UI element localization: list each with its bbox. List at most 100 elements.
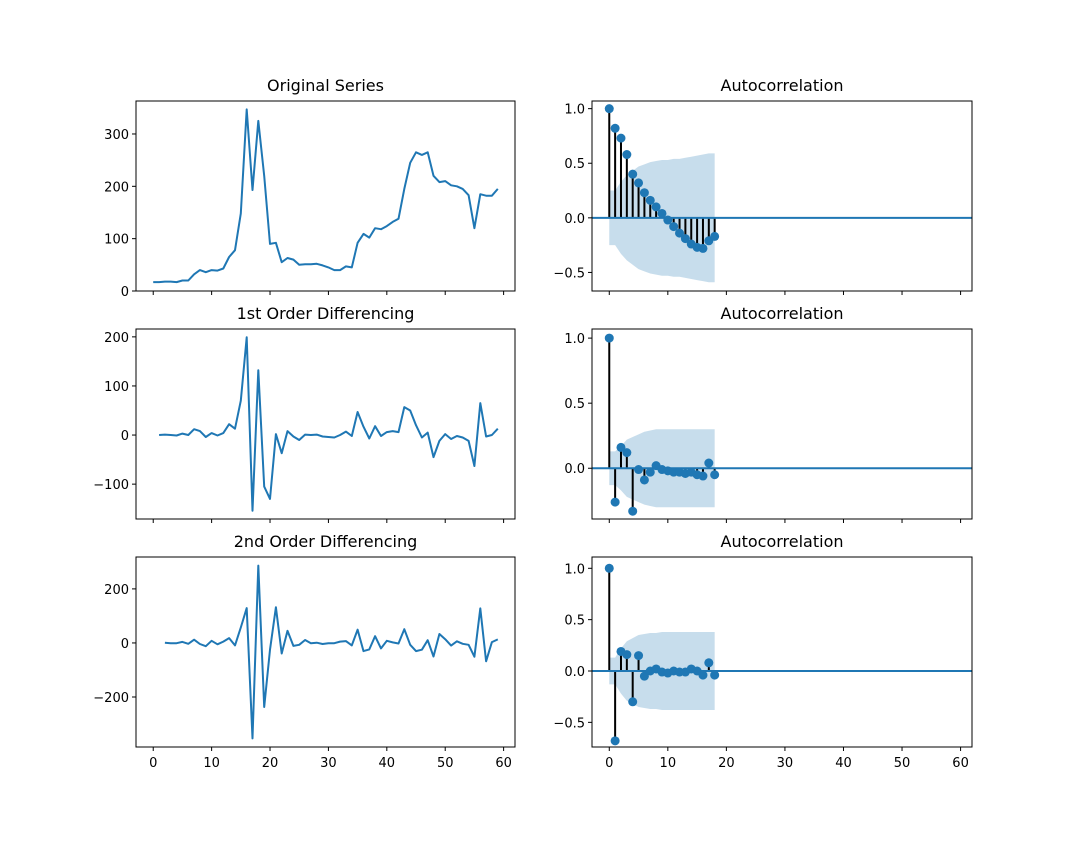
y-tick-label: −100: [93, 478, 129, 493]
axes-frame: [135, 556, 516, 748]
plot-area: [164, 564, 499, 740]
series-line: [164, 564, 499, 740]
plot-area: [592, 333, 972, 516]
acf-point: [634, 178, 644, 188]
acf-point: [622, 650, 632, 660]
x-tick-label: 40: [379, 756, 396, 771]
acf-point: [645, 195, 655, 205]
subplot: Autocorrelation 0.0 0.5 1.0: [564, 304, 973, 523]
acf-point: [639, 671, 649, 681]
acf-point: [680, 234, 690, 244]
acf-point: [616, 442, 626, 452]
subplot: 2nd Order Differencing 0 10 20 30 40 50 60 −200 0…: [93, 532, 516, 771]
subplot-title: Original Series: [267, 76, 384, 95]
acf-point: [622, 150, 632, 160]
y-tick-label: 200: [104, 180, 129, 195]
acf-point: [710, 670, 720, 680]
acf-point: [704, 458, 714, 468]
acf-point: [628, 506, 638, 516]
y-tick-label: 0: [121, 429, 129, 444]
y-tick-label: 1.0: [564, 562, 585, 577]
y-tick-label: 0: [121, 637, 129, 652]
acf-point: [639, 475, 649, 485]
acf-point: [628, 169, 638, 179]
subplot-title: Autocorrelation: [721, 76, 844, 95]
acf-point: [639, 188, 649, 198]
acf-point: [604, 563, 614, 573]
plot-area: [592, 563, 972, 746]
y-tick-label: 0.5: [564, 614, 585, 629]
y-tick-label: −0.5: [553, 266, 585, 281]
x-tick-label: 0: [149, 756, 157, 771]
acf-point: [698, 670, 708, 680]
x-tick-label: 0: [605, 756, 613, 771]
x-tick-label: 20: [262, 756, 279, 771]
acf-point: [698, 243, 708, 253]
acf-point: [610, 736, 620, 746]
axes-frame: [591, 100, 973, 292]
x-tick-label: 50: [437, 756, 454, 771]
acf-point: [634, 651, 644, 661]
axes-frame: [135, 328, 516, 520]
y-tick-label: 200: [104, 583, 129, 598]
y-tick-label: 1.0: [564, 332, 585, 347]
y-tick-label: 0.0: [564, 665, 585, 680]
x-tick-label: 60: [495, 756, 512, 771]
x-tick-label: 10: [660, 756, 677, 771]
acf-point: [669, 222, 679, 232]
acf-point: [710, 470, 720, 480]
subplot: 1st Order Differencing −100 0 100 200: [93, 304, 516, 523]
y-tick-label: 0.0: [564, 212, 585, 227]
subplot: Autocorrelation 0 10 20 30 40 50 60 −0.5 0.0 0.5 1.…: [553, 532, 973, 771]
acf-point: [657, 208, 667, 218]
acf-point: [698, 471, 708, 481]
x-tick-label: 30: [320, 756, 337, 771]
acf-point: [704, 658, 714, 668]
subplot: Autocorrelation −0.5 0.0 0.5 1.0: [553, 76, 973, 295]
y-tick-label: 1.0: [564, 103, 585, 118]
series-line: [153, 108, 499, 284]
acf-point: [610, 497, 620, 507]
y-tick-label: 0: [121, 285, 129, 300]
acf-point: [616, 133, 626, 143]
y-tick-label: 300: [104, 128, 129, 143]
acf-point: [675, 228, 685, 238]
y-tick-label: −0.5: [553, 716, 585, 731]
y-tick-label: 100: [104, 380, 129, 395]
x-tick-label: 50: [894, 756, 911, 771]
y-tick-label: 100: [104, 233, 129, 248]
subplot: Original Series 0 100 200 300: [104, 76, 516, 300]
plot-area: [153, 108, 499, 284]
acf-point: [610, 123, 620, 133]
acf-point: [710, 231, 720, 241]
acf-point: [604, 104, 614, 114]
acf-point: [634, 465, 644, 475]
x-tick-label: 20: [718, 756, 735, 771]
acf-point: [651, 202, 661, 212]
acf-point: [604, 333, 614, 343]
subplot-title: Autocorrelation: [721, 532, 844, 551]
plot-area: [592, 104, 972, 283]
acf-point: [663, 215, 673, 225]
axes-frame: [135, 100, 516, 292]
x-tick-label: 10: [203, 756, 220, 771]
x-tick-label: 40: [835, 756, 852, 771]
series-line: [159, 336, 499, 512]
axes-frame: [591, 328, 973, 520]
acf-point: [622, 448, 632, 458]
y-tick-label: 200: [104, 331, 129, 346]
acf-point: [628, 697, 638, 707]
y-tick-label: 0.5: [564, 157, 585, 172]
x-tick-label: 30: [777, 756, 794, 771]
y-tick-label: 0.0: [564, 462, 585, 477]
x-tick-label: 60: [952, 756, 969, 771]
subplot-title: 1st Order Differencing: [237, 304, 415, 323]
subplot-title: 2nd Order Differencing: [234, 532, 418, 551]
acf-point: [645, 467, 655, 477]
y-tick-label: 0.5: [564, 397, 585, 412]
plot-area: [159, 336, 499, 512]
subplot-title: Autocorrelation: [721, 304, 844, 323]
axes-frame: [591, 556, 973, 748]
y-tick-label: −200: [93, 691, 129, 706]
